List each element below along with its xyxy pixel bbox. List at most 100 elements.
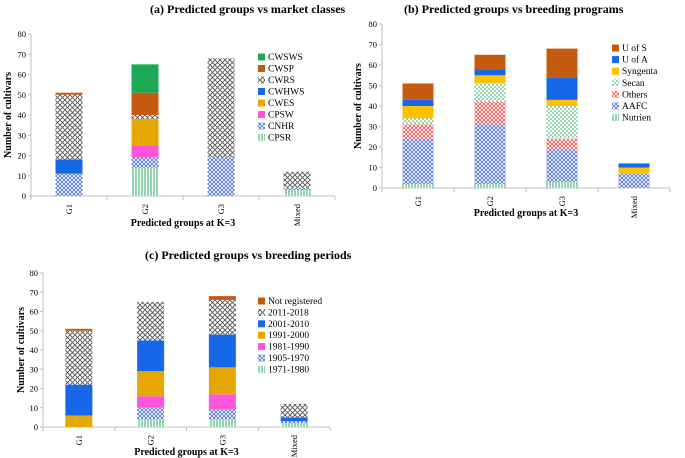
legend-swatch: [612, 114, 619, 122]
legend-label: CWSWS: [268, 53, 303, 63]
bar-segment-cwhws: [55, 159, 83, 174]
bar-segment-u-of-s: [546, 48, 578, 78]
legend-label: CPSW: [268, 111, 294, 121]
y-tick-label: 0: [34, 422, 38, 432]
bar-segment-1991-2000: [65, 415, 93, 427]
bar-segment-2001-2010: [280, 417, 308, 422]
legend-label: 1971-1980: [268, 365, 309, 375]
x-axis-label: Predicted groups at K=3: [131, 218, 236, 229]
bar-segment-1971-1980: [280, 423, 308, 427]
y-tick-label: 20: [369, 142, 378, 152]
legend-label: Secan: [622, 79, 645, 89]
bar-segment-2011-2018: [280, 403, 308, 418]
y-tick-label: 20: [18, 151, 27, 161]
bar-segment-2001-2010: [208, 334, 236, 368]
bar-segment-not-registered: [65, 328, 93, 331]
legend-swatch: [612, 44, 619, 52]
y-tick-label: 60: [18, 70, 27, 80]
bar-segment-cnhr: [55, 173, 83, 196]
legend-swatch: [258, 297, 265, 305]
x-tick-label: Mixed: [289, 434, 299, 457]
bar-segment-u-of-s: [402, 83, 434, 100]
bar-segment-1905-1970: [208, 409, 236, 420]
legend-swatch: [612, 90, 619, 98]
bar-segment-2011-2018: [65, 330, 93, 385]
y-tick-label: 40: [18, 110, 27, 120]
bar-segment-1981-1990: [137, 396, 165, 408]
bar-segment-cwes: [131, 119, 159, 146]
panel-1: (a) Predicted groups vs market classes 0 1…: [3, 2, 346, 229]
x-axis-label: Predicted groups at K=3: [474, 208, 579, 219]
panel-2: (b) Predicted groups vs breeding program…: [353, 2, 671, 219]
x-tick-label: G1: [74, 435, 84, 445]
y-tick-label: 50: [369, 81, 378, 91]
legend-swatch: [612, 67, 619, 75]
bar-segment-2011-2018: [208, 299, 236, 335]
bar-segment-secan: [402, 118, 434, 125]
bar-segment-cwsp: [131, 92, 159, 115]
legend-swatch: [258, 53, 265, 61]
legend-swatch: [258, 320, 265, 328]
y-tick-label: 10: [30, 403, 39, 413]
legend-swatch: [258, 88, 265, 95]
bar-segment-syngenta: [402, 106, 434, 119]
x-tick-label: G2: [146, 435, 156, 445]
bar-segment-nutrien: [474, 183, 506, 188]
y-axis-label: Number of cultivars: [353, 63, 364, 149]
y-tick-label: 30: [18, 130, 27, 140]
bar-segment-aafc: [402, 138, 434, 184]
y-tick-label: 50: [18, 90, 27, 100]
y-axis-label: Number of cultivars: [3, 72, 14, 158]
legend-swatch: [258, 134, 265, 141]
legend-swatch: [612, 56, 619, 64]
legend-label: Nutrien: [622, 114, 651, 124]
legend-swatch: [612, 102, 619, 110]
bar-segment-1905-1970: [137, 407, 165, 420]
bar-segment-cwrs: [283, 171, 311, 188]
bar-segment-aafc: [618, 173, 650, 188]
legend-label: CNHR: [268, 122, 295, 132]
legend-swatch: [258, 331, 265, 339]
bar-segment-cnhr: [283, 187, 311, 190]
bar-segment-syngenta: [474, 75, 506, 84]
bar-segment-secan: [546, 106, 578, 139]
x-tick-label: G3: [217, 435, 227, 445]
bar-segment-1981-1990: [208, 394, 236, 410]
y-tick-label: 40: [369, 101, 378, 111]
bar-segment-aafc: [474, 124, 506, 184]
y-tick-label: 70: [18, 49, 27, 59]
x-tick-label: G1: [413, 196, 423, 206]
bar-segment-others: [402, 124, 434, 139]
legend-label: Not registered: [268, 297, 322, 307]
bar-segment-u-of-a: [474, 69, 506, 76]
bar-segment-1971-1980: [137, 419, 165, 427]
legend-swatch: [612, 79, 619, 87]
bar-segment-cwrs: [207, 58, 235, 158]
legend-swatch: [258, 76, 265, 84]
legend-swatch: [258, 343, 265, 351]
bar-segment-u-of-a: [618, 163, 650, 168]
x-tick-label: G3: [557, 196, 567, 206]
legend-swatch: [258, 354, 265, 362]
legend-label: AAFC: [622, 102, 647, 112]
x-tick-label: G2: [140, 204, 150, 214]
y-tick-label: 40: [30, 345, 39, 355]
bar-segment-aafc: [546, 149, 578, 182]
y-tick-label: 30: [30, 364, 39, 374]
legend-swatch: [258, 122, 265, 130]
legend-label: U of S: [622, 43, 647, 54]
bar-segment-cwrs: [55, 94, 83, 160]
bar-segment-1991-2000: [208, 367, 236, 395]
legend-label: 1905-1970: [268, 354, 309, 364]
y-tick-label: 0: [22, 191, 26, 201]
x-axis-label: Predicted groups at K=3: [134, 447, 239, 458]
chart-title: (a) Predicted groups vs market classes: [150, 2, 346, 16]
y-axis-label: Number of cultivars: [16, 307, 27, 393]
bar-segment-cwsws: [131, 64, 159, 93]
legend-swatch: [258, 308, 265, 316]
legend-swatch: [258, 365, 265, 373]
bar-segment-u-of-s: [474, 54, 506, 70]
bar-segment-u-of-a: [546, 77, 578, 100]
